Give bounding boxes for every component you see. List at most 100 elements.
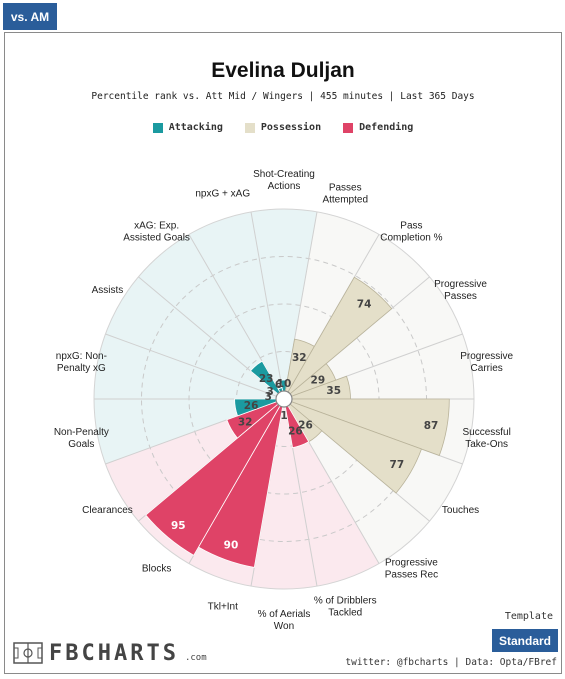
center-hub — [275, 390, 293, 408]
category-label: Passes Attempted — [322, 182, 368, 205]
data-label: 77 — [390, 459, 405, 471]
chart-card: Evelina Duljan Percentile rank vs. Att M… — [4, 32, 562, 674]
category-label-line: % of Aerials — [258, 609, 311, 620]
category-label-line: Non-Penalty — [54, 427, 109, 438]
background-sector — [105, 276, 285, 399]
category-label-line: Assists — [92, 285, 124, 296]
vs-am-tab[interactable]: vs. AM — [3, 3, 57, 30]
legend-swatch — [244, 122, 255, 133]
data-credit: twitter: @fbcharts | Data: Opta/FBref — [345, 657, 557, 668]
category-label-line: Passes — [444, 291, 477, 302]
category-label: Pass Completion % — [380, 220, 442, 243]
data-bar — [283, 398, 422, 494]
category-label-line: Tackled — [328, 608, 362, 619]
chart-subtitle: Percentile rank vs. Att Mid / Wingers | … — [91, 91, 475, 102]
category-label: % of Dribblers Tackled — [314, 596, 377, 619]
legend-item-attacking: Attacking — [152, 122, 223, 133]
category-label: xAG: Exp. Assisted Goals — [123, 220, 190, 243]
category-label: Shot-Creating Actions — [253, 169, 315, 192]
data-label: 90 — [224, 540, 239, 552]
data-label: 74 — [357, 299, 372, 311]
legend-swatch — [343, 122, 354, 133]
category-label-line: Clearances — [82, 505, 133, 516]
background-sector — [138, 234, 284, 399]
category-label-line: Passes Rec — [385, 570, 438, 581]
data-label: 26 — [298, 420, 313, 432]
logo-suffix: .com — [184, 653, 207, 663]
category-label-line: Successful — [462, 427, 510, 438]
standard-template-button[interactable]: Standard — [492, 629, 558, 652]
category-label: Assists — [92, 285, 124, 296]
category-label: Progressive Carries — [460, 351, 513, 374]
legend-item-defending: Defending — [343, 122, 413, 133]
category-label-line: Goals — [68, 439, 94, 450]
data-label: 35 — [326, 385, 341, 397]
data-label: 10 — [277, 378, 292, 390]
category-label-line: Progressive — [460, 351, 513, 362]
data-label: 32 — [292, 352, 307, 364]
template-label: Template — [504, 611, 553, 622]
data-label: 32 — [238, 416, 253, 428]
background-sector — [94, 399, 284, 464]
category-label: npxG: Non-Penalty xG — [56, 351, 107, 374]
category-label-line: npxG: Non- — [56, 351, 107, 362]
pitch-icon — [13, 642, 43, 664]
data-bar — [234, 398, 285, 417]
background-sector — [94, 334, 284, 399]
data-label: 26 — [244, 400, 259, 412]
radar-chart: 10327429358777262619095322633236Shot-Cre… — [54, 169, 514, 632]
category-label-line: Blocks — [142, 564, 171, 575]
background-sector — [251, 209, 317, 399]
category-label-line: Carries — [471, 363, 503, 374]
grid-spoke — [105, 333, 285, 400]
category-label: Tkl+Int — [208, 602, 239, 613]
category-label: Touches — [442, 505, 479, 516]
legend-swatch — [152, 122, 163, 133]
category-label-line: Attempted — [322, 194, 368, 205]
data-label: 6 — [275, 379, 282, 391]
chart-legend: Attacking Possession Defending — [5, 122, 561, 133]
category-label-line: npxG + xAG — [195, 188, 250, 199]
category-label-line: Shot-Creating — [253, 169, 315, 180]
category-label-line: Pass — [400, 220, 422, 231]
category-label: Successful Take-Ons — [462, 427, 510, 450]
category-label-line: xAG: Exp. — [134, 220, 179, 231]
data-label: 1 — [280, 410, 287, 422]
data-bar — [249, 360, 285, 400]
data-bar — [283, 398, 450, 457]
category-label: Blocks — [142, 564, 171, 575]
category-label-line: Assisted Goals — [123, 232, 190, 243]
category-label-line: Tkl+Int — [208, 602, 239, 613]
category-label: % of Aerials Won — [258, 609, 311, 632]
category-label-line: Touches — [442, 505, 479, 516]
background-sector — [284, 399, 379, 587]
category-label-line: Progressive — [385, 558, 438, 569]
category-label-line: % of Dribblers — [314, 596, 377, 607]
background-sector — [189, 211, 284, 399]
data-label: 23 — [259, 373, 274, 385]
data-bar — [145, 398, 285, 556]
data-bar — [226, 398, 285, 439]
data-bar — [283, 276, 393, 400]
background-sector — [284, 399, 430, 564]
fbcharts-logo[interactable]: FBCHARTS .com — [13, 639, 207, 667]
category-label-line: Passes — [329, 182, 362, 193]
category-label-line: Take-Ons — [465, 439, 508, 450]
category-label-line: Completion % — [380, 232, 442, 243]
category-label-line: Progressive — [434, 279, 487, 290]
category-label-line: Penalty xG — [57, 363, 106, 374]
logo-text: FBCHARTS — [49, 640, 179, 666]
category-label-line: Actions — [268, 181, 301, 192]
grid-spoke — [250, 211, 285, 400]
data-label: 3 — [265, 391, 272, 403]
category-label: Non-Penalty Goals — [54, 427, 109, 450]
data-label: 26 — [288, 425, 303, 437]
data-label: 3 — [266, 386, 273, 398]
category-label: Progressive Passes Rec — [385, 558, 439, 581]
category-label: Progressive Passes — [434, 279, 487, 302]
data-label: 95 — [171, 520, 186, 532]
legend-label: Possession — [260, 122, 322, 133]
data-label: 29 — [311, 374, 326, 386]
data-bar — [283, 398, 310, 449]
category-label: npxG + xAG — [195, 188, 250, 199]
